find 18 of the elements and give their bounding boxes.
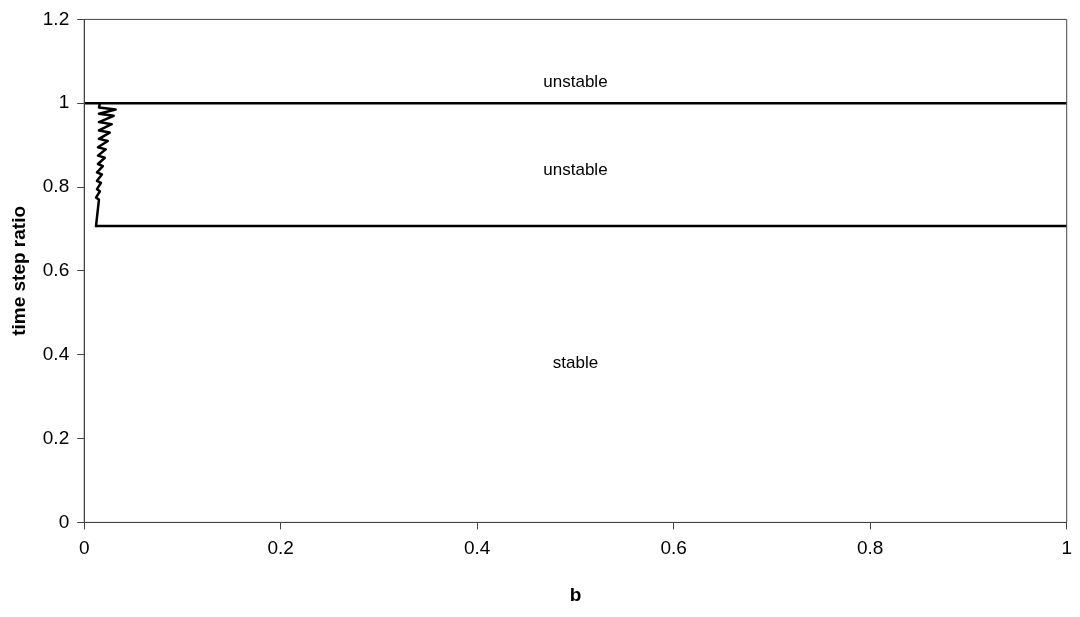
y-tick-label: 1.2: [42, 7, 70, 29]
x-tick-label: 0: [78, 537, 90, 559]
x-tick-label: 0.8: [857, 537, 884, 559]
y-tick-label: 0.6: [42, 259, 70, 281]
x-tick-label: 0.2: [267, 537, 294, 559]
annotation: stable: [552, 352, 599, 372]
x-tick-label: 1: [1061, 537, 1073, 559]
annotation: unstable: [543, 159, 608, 179]
x-tick-label: 0.6: [660, 537, 687, 559]
y-tick-label: 0.4: [42, 342, 70, 364]
y-tick-label: 1: [58, 91, 70, 113]
x-tick-label: 0.4: [464, 537, 491, 559]
y-tick-label: 0: [58, 510, 70, 532]
x-axis-title: b: [569, 583, 582, 605]
annotation: unstable: [543, 71, 608, 91]
y-tick-label: 0.2: [42, 426, 70, 448]
y-axis-title: time step ratio: [7, 205, 29, 336]
y-tick-label: 0.8: [42, 175, 70, 197]
